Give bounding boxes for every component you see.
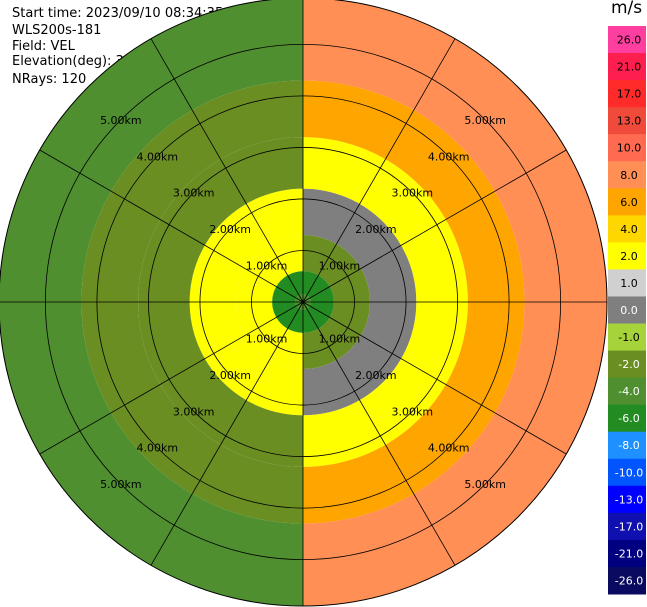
range-ring-label-2-2: 2.00km [209,369,251,382]
colorbar-tick-12: -2.0 [618,358,639,371]
azimuth-spoke-4 [150,301,304,566]
colorbar-swatch-14 [608,404,646,433]
colorbar-tick-20: -26.0 [615,574,643,587]
colorbar-tick-2: 17.0 [617,88,642,101]
range-ring-label-2-0: 2.00km [209,223,251,236]
colorbar-swatch-18 [608,512,646,541]
range-ring-label-4-2: 4.00km [136,442,178,455]
azimuth-spoke-2 [302,301,456,566]
colorbar-tick-17: -13.0 [615,493,643,506]
colorbar-tick-0: 26.0 [617,34,642,47]
colorbar-tick-18: -17.0 [615,520,643,533]
velocity-band-right-3 [303,188,417,416]
colorbar-swatch-9 [608,269,646,297]
range-ring-label-1-0: 1.00km [246,260,288,273]
colorbar-swatch-13 [608,377,646,406]
azimuth-spoke-5 [39,301,304,455]
colorbar-tick-4: 10.0 [617,142,642,155]
range-ring-label-4-1: 4.00km [428,150,470,163]
colorbar-tick-15: -8.0 [618,439,639,452]
colorbar-swatch-2 [608,80,646,108]
range-ring-label-3-2: 3.00km [173,405,215,418]
colorbar-swatch-11 [608,323,646,352]
colorbar-tick-14: -6.0 [618,412,639,425]
colorbar-swatch-4 [608,134,646,162]
colorbar-tick-19: -21.0 [615,547,643,560]
azimuth-spoke-10 [302,38,456,303]
colorbar-swatch-6 [608,188,646,216]
range-ring-label-1-1: 1.00km [319,260,361,273]
range-ring-label-5-1: 5.00km [464,114,506,127]
colorbar-swatch-0 [608,26,646,54]
velocity-band-left-4 [138,137,303,467]
field-label: Field: VEL [12,39,75,54]
azimuth-spoke-1 [302,301,567,455]
colorbar-tick-1: 21.0 [617,61,642,74]
colorbar-swatch-15 [608,431,646,460]
colorbar-tick-10: 0.0 [620,304,638,317]
colorbar-swatch-20 [608,566,646,595]
range-ring-label-3-3: 3.00km [391,405,433,418]
range-ring-label-1-3: 1.00km [319,332,361,345]
colorbar-swatch-3 [608,107,646,135]
colorbar-swatch-5 [608,161,646,189]
colorbar-swatch-12 [608,350,646,379]
range-ring-labels: 1.00km 1.00km 1.00km 1.00km 2.00km 2.00km 2.00… [100,114,506,491]
colorbar-tick-9: 1.0 [620,277,638,290]
colorbar-swatch-16 [608,458,646,487]
colorbar-tick-6: 6.0 [620,196,638,209]
velocity-band-left-5 [81,80,304,524]
azimuth-spoke-8 [150,38,304,303]
colorbar-swatch-8 [608,242,646,270]
velocity-wedges [0,0,607,606]
colorbar-swatch-10 [608,296,646,325]
instrument-label: WLS200s-181 [12,23,102,38]
velocity-band-right-4 [303,137,468,467]
azimuth-spoke-7 [39,149,304,303]
colorbar-tick-8: 2.0 [620,250,638,263]
range-ring-label-3-1: 3.00km [391,187,433,200]
velocity-band-left-3 [189,188,303,416]
colorbar-tick-21: -30.0 [615,602,643,607]
velocity-band-left-6 [0,0,303,606]
range-ring-label-5-0: 5.00km [100,114,142,127]
colorbar-tick-5: 8.0 [620,169,638,182]
range-ring-label-3-0: 3.00km [173,187,215,200]
colorbar-swatch-17 [608,485,646,514]
colorbar-tick-13: -4.0 [618,385,639,398]
range-ring-label-2-3: 2.00km [355,369,397,382]
range-ring-label-5-3: 5.00km [464,478,506,491]
colorbar-tick-3: 13.0 [617,115,642,128]
colorbar-tick-7: 4.0 [620,223,638,236]
range-ring-label-2-1: 2.00km [355,223,397,236]
colorbar-swatch-19 [608,539,646,568]
start-time-label: Start time: 2023/09/10 08:34:35 [12,6,224,21]
range-ring-label-1-2: 1.00km [246,332,288,345]
colorbar-swatch-1 [608,53,646,81]
azimuth-spoke-11 [302,149,567,303]
range-ring-label-5-2: 5.00km [100,478,142,491]
colorbar-tick-11: -1.0 [618,331,639,344]
colorbar: 26.0 21.0 17.0 13.0 10.0 8.0 6.0 4.0 2.0 1.0 0.0 -1… [608,26,646,607]
colorbar-tick-16: -10.0 [615,466,643,479]
colorbar-swatch-7 [608,215,646,243]
polar-grid [0,0,608,607]
range-ring-label-4-3: 4.00km [428,442,470,455]
colorbar-unit: m/s [611,0,643,18]
nrays-label: NRays: 120 [12,72,87,87]
velocity-band-right-6 [303,0,607,606]
range-ring-label-4-0: 4.00km [136,150,178,163]
